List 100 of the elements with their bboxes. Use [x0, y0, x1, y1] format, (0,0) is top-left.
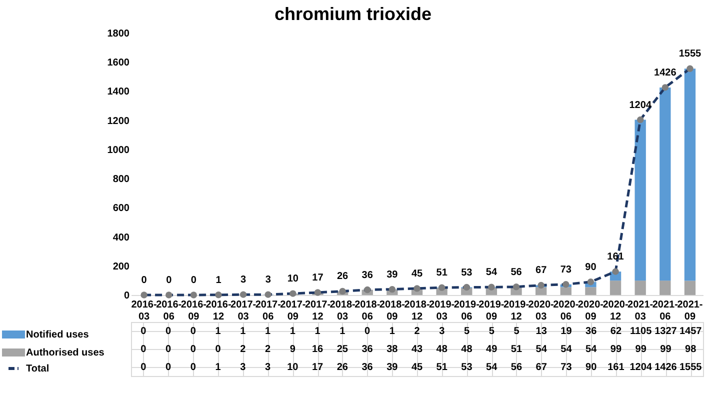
- data-label: 0: [364, 326, 370, 337]
- annotation: 56: [510, 266, 522, 278]
- y-tick-label: 1000: [107, 144, 130, 156]
- y-tick-label: 1800: [107, 28, 130, 40]
- y-tick-label: 1400: [107, 86, 130, 98]
- annotation: 0: [166, 275, 172, 286]
- data-label: 3: [240, 362, 246, 373]
- data-label: 10: [287, 362, 299, 373]
- data-label: 54: [486, 362, 498, 373]
- data-label: 45: [411, 362, 423, 373]
- data-label: 13: [536, 326, 548, 337]
- x-tick-label: 2021-09: [677, 300, 703, 322]
- data-label: 16: [312, 344, 324, 355]
- x-tick-label: 2018-09: [379, 300, 405, 322]
- data-label: 90: [586, 362, 598, 373]
- data-label: 2: [265, 344, 271, 355]
- data-label: 53: [461, 362, 473, 373]
- annotation: 0: [141, 275, 148, 286]
- data-label: 9: [290, 344, 296, 355]
- data-label: 99: [660, 344, 672, 355]
- data-label: 39: [386, 362, 398, 373]
- x-tick-label: 2020-09: [578, 300, 604, 322]
- data-label: 2: [414, 326, 420, 337]
- data-label: 0: [140, 344, 147, 355]
- data-label: 43: [411, 344, 423, 355]
- annotation: 1: [216, 274, 222, 286]
- data-label: 36: [586, 326, 598, 337]
- x-tick-label: 2017-03: [230, 300, 256, 322]
- annotation: 39: [386, 269, 398, 280]
- legend-label: Notified uses: [26, 330, 90, 340]
- legend-label: Total: [26, 364, 50, 374]
- data-label: 1: [389, 326, 396, 337]
- data-label: 98: [685, 344, 697, 355]
- y-tick-label: 1200: [107, 116, 130, 127]
- data-label: 1: [340, 326, 346, 337]
- data-label: 5: [464, 326, 470, 337]
- data-label: 1: [240, 326, 246, 337]
- x-tick-label: 2017-12: [304, 300, 331, 322]
- annotation: 0: [190, 275, 197, 286]
- annotation: 3: [265, 274, 272, 286]
- y-tick-label: 800: [112, 174, 130, 186]
- data-label: 99: [635, 344, 647, 355]
- data-label: 73: [560, 362, 572, 373]
- annotation: 67: [536, 265, 548, 276]
- data-label: 0: [140, 326, 147, 337]
- x-tick-label: 2016-09: [180, 300, 206, 322]
- x-tick-label: 2021-06: [652, 300, 678, 322]
- annotation: 3: [240, 274, 247, 286]
- data-label: 1105: [630, 326, 652, 337]
- x-tick-label: 2018-12: [404, 300, 430, 322]
- data-label: 1: [290, 326, 296, 337]
- data-label: 0: [166, 362, 172, 373]
- annotation: 26: [336, 271, 349, 282]
- data-label: 54: [586, 344, 598, 355]
- x-tick-label: 2017-09: [280, 300, 306, 322]
- annotation: 53: [461, 267, 473, 278]
- x-tick-label: 2021-03: [628, 300, 654, 322]
- annotation: 73: [560, 264, 572, 276]
- data-label: 0: [190, 344, 196, 355]
- annotation: 90: [585, 262, 597, 273]
- x-tick-label: 2016-12: [206, 300, 232, 322]
- data-label: 36: [362, 344, 374, 355]
- annotation: 54: [486, 267, 498, 278]
- y-tick-label: 1600: [107, 58, 130, 69]
- data-label: 49: [486, 344, 498, 355]
- data-label: 161: [608, 362, 625, 373]
- x-tick-label: 2020-12: [602, 300, 628, 322]
- data-label: 51: [510, 344, 522, 355]
- annotation: 17: [312, 272, 324, 284]
- data-label: 3: [439, 326, 446, 337]
- data-label: 0: [190, 362, 196, 373]
- x-tick-label: 2018-06: [354, 300, 380, 322]
- data-label: 25: [336, 344, 348, 355]
- x-tick-label: 2020-06: [553, 300, 579, 322]
- data-label: 56: [510, 362, 522, 373]
- data-label: 2: [240, 344, 246, 355]
- annotation: 1555: [678, 48, 702, 60]
- data-label: 1: [314, 326, 321, 337]
- x-tick-label: 2020-03: [528, 300, 554, 322]
- data-label: 62: [610, 326, 622, 337]
- data-label: 67: [536, 362, 548, 373]
- data-label: 1555: [679, 362, 702, 373]
- data-label: 3: [265, 362, 271, 373]
- annotation: 51: [436, 268, 448, 279]
- data-label: 19: [560, 326, 572, 337]
- annotation: 1204: [629, 100, 652, 111]
- x-tick-label: 2019-09: [478, 300, 504, 322]
- data-label: 48: [461, 344, 473, 355]
- data-label: 5: [514, 326, 520, 337]
- data-label: 1: [265, 326, 271, 337]
- legend-label: Authorised uses: [26, 348, 105, 358]
- data-label: 54: [536, 344, 548, 355]
- data-label: 1426: [654, 362, 678, 373]
- data-label: 54: [560, 344, 572, 355]
- annotation: 10: [287, 274, 299, 285]
- data-label: 1327: [654, 326, 678, 337]
- x-tick-label: 2017-06: [255, 300, 281, 322]
- x-tick-label: 2019-06: [454, 300, 480, 322]
- data-label: 5: [488, 326, 495, 337]
- y-tick-label: 0: [124, 290, 130, 302]
